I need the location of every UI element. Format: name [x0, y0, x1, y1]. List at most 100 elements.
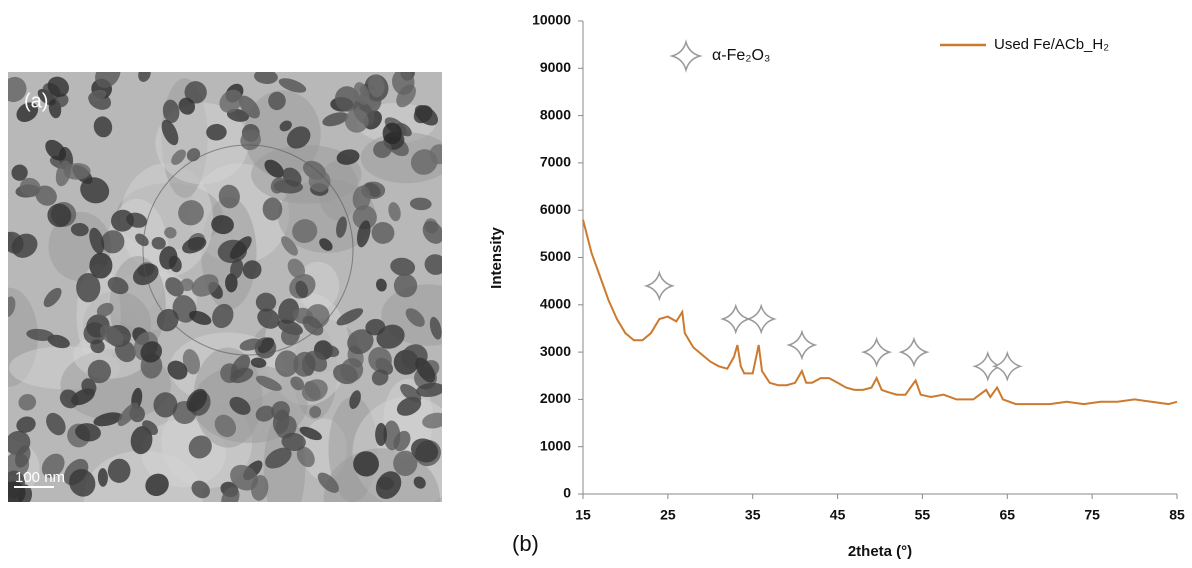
particle [19, 177, 41, 197]
particle [392, 72, 415, 95]
particle [368, 347, 392, 373]
particle [409, 197, 432, 211]
y-tick-label: 9000 [540, 59, 571, 75]
peak-marker [972, 350, 1004, 382]
y-tick-label: 2000 [540, 390, 571, 406]
particle [114, 340, 136, 363]
particle [229, 396, 251, 415]
particle [265, 447, 292, 469]
particle [278, 78, 307, 93]
particle [356, 220, 371, 248]
particle [422, 412, 442, 429]
x-tick-label: 15 [575, 507, 591, 523]
particle [75, 423, 101, 442]
particle [352, 185, 371, 211]
particle [90, 339, 105, 354]
x-tick-label: 75 [1084, 507, 1100, 523]
legend-label: α-Fe₂O₃ [712, 47, 770, 64]
particle [191, 480, 210, 499]
particle [219, 89, 243, 113]
particle [250, 357, 267, 368]
particle [255, 292, 277, 312]
particle [182, 236, 207, 254]
x-tick-label: 45 [830, 507, 846, 523]
peak-marker [860, 336, 893, 368]
particle [305, 350, 328, 372]
particle [11, 233, 38, 258]
particle [16, 102, 39, 122]
peak-marker [898, 336, 930, 368]
y-tick-label: 6000 [540, 201, 571, 217]
particle [393, 430, 411, 452]
particle [340, 358, 364, 382]
particle [184, 81, 207, 104]
particle [281, 432, 306, 451]
particle [96, 302, 114, 317]
particle [322, 345, 340, 358]
particle [101, 230, 125, 254]
particle [59, 389, 79, 409]
particle [264, 159, 284, 178]
particle [416, 382, 442, 398]
panel-label: (b) [512, 531, 539, 556]
particle [188, 435, 212, 459]
particle [255, 375, 282, 391]
particle [138, 72, 151, 82]
particle [393, 450, 418, 476]
particle [168, 255, 182, 273]
particle [182, 349, 200, 375]
particle [299, 426, 322, 441]
particle [135, 233, 149, 247]
particle [422, 221, 442, 244]
particle [375, 422, 387, 446]
peak-marker [786, 329, 818, 361]
x-tick-label: 85 [1169, 507, 1185, 523]
particle [270, 177, 286, 194]
texture [83, 450, 204, 502]
particle [93, 116, 113, 138]
particle [334, 86, 360, 112]
particle [292, 219, 318, 244]
y-tick-label: 5000 [540, 248, 571, 264]
tem-image [8, 72, 442, 502]
particle [107, 276, 129, 295]
particle [319, 238, 333, 251]
particle [221, 487, 240, 502]
particle [349, 390, 361, 409]
particle [295, 280, 309, 298]
x-tick-label: 35 [745, 507, 761, 523]
particle [8, 296, 16, 317]
particle [117, 402, 139, 427]
particle [167, 360, 188, 380]
particle [368, 74, 385, 98]
particle [347, 329, 374, 355]
particle [336, 149, 360, 165]
particle [309, 405, 322, 419]
particle [47, 76, 70, 97]
particle [308, 170, 331, 192]
particle [301, 379, 328, 402]
particle [46, 412, 66, 436]
legend-label: Used Fe/ACb_H₂ [994, 36, 1109, 53]
particle [15, 445, 31, 468]
particle [229, 367, 254, 384]
peak-marker [720, 303, 752, 335]
particle [317, 472, 339, 493]
particle [156, 308, 179, 332]
particle [376, 278, 387, 292]
particle [296, 446, 315, 468]
x-tick-label: 25 [660, 507, 676, 523]
particle [180, 278, 194, 292]
particle [393, 273, 418, 298]
particle [375, 471, 402, 499]
particle [212, 303, 234, 329]
y-tick-label: 10000 [532, 12, 571, 28]
y-tick-label: 8000 [540, 106, 571, 122]
particle [189, 310, 212, 325]
particle [214, 414, 237, 438]
particle [388, 202, 401, 222]
particle [373, 140, 392, 159]
particle [191, 274, 219, 297]
particle [97, 468, 108, 487]
particle [424, 254, 442, 275]
